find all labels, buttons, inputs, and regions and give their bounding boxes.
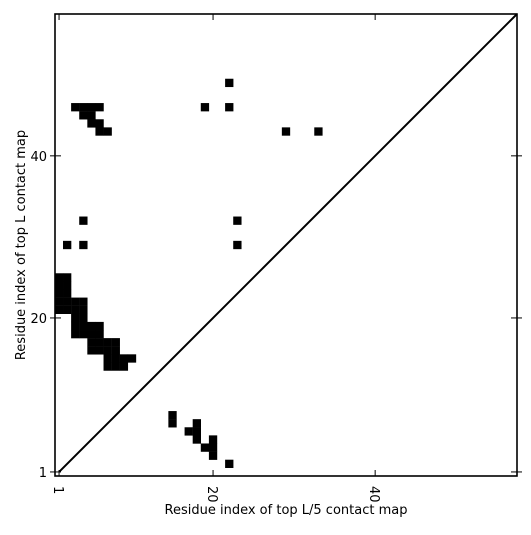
- contact-cell-top-L: [119, 354, 129, 363]
- contact-cell-top-L: [63, 240, 72, 250]
- contact-cell-top-L5: [192, 419, 201, 428]
- contact-cell-top-L: [87, 111, 96, 120]
- contact-cell-top-L: [233, 240, 242, 250]
- contact-cell-top-L5: [192, 435, 201, 444]
- contact-cell-top-L: [87, 346, 96, 355]
- contact-cell-top-L: [63, 305, 72, 314]
- contact-cell-top-L: [95, 127, 104, 136]
- contact-cell-top-L: [95, 338, 104, 347]
- contact-cell-top-L5: [168, 411, 177, 420]
- contact-cell-top-L: [127, 354, 137, 363]
- contact-cell-top-L: [95, 330, 104, 339]
- contact-cell-top-L5: [184, 427, 193, 436]
- contact-cell-top-L: [79, 330, 88, 339]
- contact-cell-top-L: [79, 216, 88, 225]
- contact-cell-top-L5: [168, 419, 177, 428]
- contact-cell-top-L: [71, 321, 80, 331]
- contact-cell-top-L: [63, 297, 72, 306]
- contact-cell-top-L: [63, 273, 72, 282]
- contact-cell-top-L: [79, 103, 88, 112]
- contact-cell-top-L: [281, 127, 291, 136]
- plot-frame: [54, 13, 518, 477]
- contact-cell-top-L: [225, 78, 234, 88]
- contact-cell-top-L: [54, 289, 64, 298]
- y-tick-label: 20: [30, 312, 47, 327]
- contact-cell-top-L5: [200, 443, 210, 452]
- contact-cell-top-L: [111, 338, 120, 347]
- contact-cell-top-L: [95, 321, 104, 331]
- contact-cell-top-L: [225, 103, 234, 112]
- contact-cell-top-L: [54, 281, 64, 290]
- contact-cell-top-L: [119, 362, 129, 371]
- contact-cell-top-L: [79, 111, 88, 120]
- contact-cell-top-L: [200, 103, 210, 112]
- contact-cell-top-L: [111, 362, 120, 371]
- contact-cell-top-L: [54, 297, 64, 306]
- contact-cell-top-L: [111, 346, 120, 355]
- contact-cell-top-L: [71, 103, 80, 112]
- contact-cell-top-L: [87, 103, 96, 112]
- y-axis-label: Residue index of top L contact map: [14, 130, 29, 360]
- contact-cell-top-L: [103, 338, 112, 347]
- contact-cell-top-L: [87, 321, 96, 331]
- contact-cell-top-L: [63, 281, 72, 290]
- x-tick-label: 20: [204, 486, 219, 503]
- contact-cell-top-L5: [208, 443, 218, 452]
- contact-cell-top-L: [95, 103, 104, 112]
- contact-cell-top-L: [71, 313, 80, 323]
- contact-cell-top-L: [54, 273, 64, 282]
- contact-cell-top-L: [87, 330, 96, 339]
- contact-cell-top-L: [87, 119, 96, 128]
- contact-cell-top-L5: [225, 459, 234, 468]
- contact-cell-top-L: [79, 297, 88, 306]
- contact-cells: [54, 78, 323, 468]
- contact-cell-top-L: [79, 240, 88, 250]
- y-tick-label: 40: [30, 150, 47, 165]
- contact-cell-top-L: [103, 362, 112, 371]
- contact-cell-top-L: [79, 305, 88, 314]
- contact-cell-top-L5: [192, 427, 201, 436]
- contact-cell-top-L: [103, 354, 112, 363]
- contact-cell-top-L: [71, 297, 80, 306]
- contact-cell-top-L: [71, 305, 80, 314]
- x-axis-label: Residue index of top L/5 contact map: [165, 503, 408, 518]
- contact-cell-top-L: [95, 119, 104, 128]
- contact-cell-top-L: [314, 127, 323, 136]
- contact-cell-top-L5: [208, 435, 218, 444]
- contact-cell-top-L: [63, 289, 72, 298]
- contact-cell-top-L: [79, 313, 88, 323]
- contact-cell-top-L: [79, 321, 88, 331]
- contact-cell-top-L: [54, 305, 64, 314]
- contact-cell-top-L: [103, 127, 112, 136]
- contact-cell-top-L: [87, 338, 96, 347]
- contact-cell-top-L: [103, 346, 112, 355]
- contact-cell-top-L: [111, 354, 120, 363]
- x-tick-label: 1: [50, 486, 65, 494]
- x-axis-ticks: 1 20 40: [50, 14, 381, 503]
- diagonal-line: [58, 13, 518, 473]
- y-axis-ticks: 1 20 40: [30, 150, 522, 481]
- x-tick-label: 40: [366, 486, 381, 503]
- y-tick-label: 1: [39, 466, 47, 481]
- contact-cell-top-L5: [208, 451, 218, 460]
- contact-cell-top-L: [233, 216, 242, 225]
- contact-cell-top-L: [95, 346, 104, 355]
- contact-cell-top-L: [71, 330, 80, 339]
